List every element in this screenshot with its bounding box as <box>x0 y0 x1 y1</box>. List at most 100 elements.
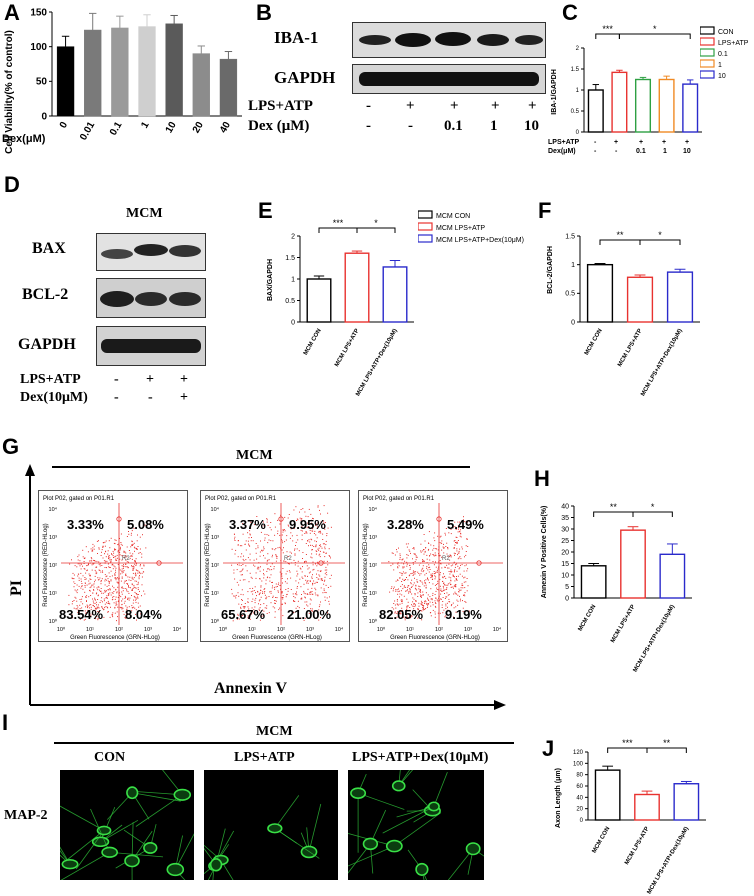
neuron-soma-2-5 <box>362 837 379 851</box>
chart-h-ylabel: Annexin V Positive Cells(%) <box>541 506 548 599</box>
facs-plot-canvas-0: Plot P02, gated on P01.R1 R2 3.33% 5.08% 83.… <box>43 496 183 641</box>
chartE-ytick-label-2: 1 <box>291 276 295 283</box>
neurite-2-1-0 <box>348 833 395 847</box>
micro-title-line <box>54 742 514 744</box>
chartH-ytick-label-7: 35 <box>561 515 569 522</box>
facs-ytick-0-3: 10³ <box>49 535 57 541</box>
legend-c: CON LPS+ATP 0.1 1 10 <box>700 26 749 80</box>
neuron-soma-0-0 <box>61 859 79 870</box>
chart-e: BAX/GAPDH 0 0.5 1 1.5 2 MCM CON MCM LPS+ATPMCM… <box>267 218 414 397</box>
neurite-0-6-0 <box>90 808 110 853</box>
blot-b-label-gapdh: GAPDH <box>274 68 336 87</box>
neurite-2-2-2 <box>472 848 484 857</box>
neurite-2-7-1 <box>396 806 434 818</box>
chartF-bar-1 <box>626 276 654 323</box>
legend-c-swatch-0 <box>700 26 715 35</box>
blot-d-r2-2: + <box>180 390 188 405</box>
neurite-2-4-1 <box>421 869 425 880</box>
panel-letter-a: A <box>4 0 20 25</box>
facs-ytick-0-0: 10⁰ <box>49 618 58 625</box>
neuron-soma-0-7 <box>126 786 139 800</box>
chartE-ytick-label-1: 0.5 <box>285 298 295 305</box>
neurite-2-7-0 <box>382 806 435 834</box>
facs-xtick-2-0: 10⁰ <box>377 626 386 633</box>
blot-d-row1-label: LPS+ATP <box>20 372 81 387</box>
blot-b-r2-1: - <box>408 118 413 134</box>
chart-e-ylabel: BAX/GAPDH <box>267 259 274 301</box>
facs-scatter-2 <box>388 516 470 621</box>
panel-letter-e: E <box>258 198 273 223</box>
chartC-bar-1 <box>611 71 628 133</box>
chartA-bar-5 <box>192 53 210 117</box>
chartC-sig-label-0: *** <box>602 24 613 34</box>
chart-a: Cell Viability(% of control) Dex(μM) 0 50… <box>2 7 242 154</box>
facs-xlabel-2: Green Fluorescence (GRN-HLog) <box>390 635 480 641</box>
chartA-bar-0 <box>56 46 75 117</box>
facs-xtick-2-2: 10² <box>435 627 443 633</box>
facs-xtick-0-1: 10¹ <box>86 627 94 633</box>
facs-xtick-1-1: 10¹ <box>248 627 256 633</box>
facs-scatter-0 <box>68 524 147 622</box>
legend-e-label-1: MCM LPS+ATP <box>436 225 485 232</box>
facs-ytick-1-1: 10¹ <box>211 591 219 597</box>
blot-d-r2-0: - <box>114 390 119 405</box>
chartE-cat-label-2: MCM LPS+ATP+Dex(10μM) <box>355 328 398 397</box>
chartH-sig-bracket-1 <box>632 511 673 517</box>
neurite-0-0-2 <box>60 846 71 865</box>
chartA-bar-4 <box>165 23 183 117</box>
facs-pct-ll-0: 83.54% <box>59 607 104 622</box>
neuron-soma-1-3 <box>267 823 283 834</box>
legend-e-label-0: MCM CON <box>436 213 470 220</box>
chartA-bar-2 <box>111 27 129 117</box>
neurite-0-2-2 <box>100 806 116 842</box>
chart-f-ylabel: BCL-2/GAPDH <box>547 246 554 294</box>
blot-d-row2-label: Dex(10μM) <box>20 390 88 405</box>
chartJ-sig-bracket-0 <box>607 747 648 753</box>
micro-image-con <box>60 770 194 880</box>
chartH-bar-1 <box>620 529 646 599</box>
neurite-0-3-1 <box>75 830 105 870</box>
neuron-soma-0-4 <box>143 841 158 854</box>
neurite-0-7-1 <box>132 792 181 802</box>
legend-c-label-2: 0.1 <box>718 51 728 58</box>
legend-c-swatch-3 <box>700 59 715 68</box>
chartF-cat-label-0: MCM CON <box>584 328 604 356</box>
chartJ-ytick-label-0: 0 <box>580 818 584 824</box>
panel-letter-f: F <box>538 198 552 223</box>
neurite-0-1-2 <box>162 770 183 796</box>
facs-plot-canvas-2: Plot P02, gated on P01.R1 R2 3.28% 5.49% 82.… <box>363 496 503 641</box>
legend-e-swatch-1 <box>418 222 433 231</box>
facs-pct-ul-1: 3.37% <box>229 517 266 532</box>
chartE-sig-label-1: * <box>374 218 378 228</box>
facs-x-arrowhead <box>494 700 506 710</box>
blot-b-r2-3: 1 <box>490 118 498 134</box>
facs-ytick-0-2: 10² <box>49 563 57 569</box>
facs-ylabel-1: Red Fluorescence (RED-HLog) <box>205 523 211 606</box>
facs-xtick-0-2: 10² <box>115 627 123 633</box>
micro-col2-label: LPS+ATP <box>234 750 295 765</box>
chartF-ytick-label-2: 1 <box>571 262 575 269</box>
facs-gate-label-1: R2 <box>284 556 292 562</box>
blot-b-r1-2: + <box>450 98 459 114</box>
blot-d-bax <box>96 233 206 271</box>
chartJ-sig-bracket-1 <box>646 747 687 753</box>
chartH-ytick-label-2: 10 <box>561 572 569 579</box>
blot-b-iba1-bands <box>359 32 543 47</box>
facs-handle-top-2 <box>436 516 442 522</box>
chartJ-bar-0 <box>594 769 621 821</box>
chart-a-plot: 0 50 100 150 0 0.01 0.1 1 10 20 40 <box>30 7 242 142</box>
chartH-sig-label-1: * <box>651 502 655 512</box>
chartF-bar-0 <box>586 263 614 323</box>
chartA-ytick-label-2: 100 <box>30 42 47 53</box>
chart-c-r2-3: 1 <box>663 148 667 155</box>
neuron-soma-0-3 <box>96 825 112 836</box>
chart-j-ylabel: Axon Length (μm) <box>555 768 562 828</box>
neurite-2-7-2 <box>433 772 448 807</box>
facs-pct-ur-0: 5.08% <box>127 517 164 532</box>
neurite-2-6-1 <box>398 770 414 787</box>
chart-c-plot: 00.511.52*** * <box>571 24 702 136</box>
chart-a-ylabel: Cell Viability(% of control) <box>4 30 15 154</box>
neurite-0-6-2 <box>60 851 110 880</box>
chart-c-r2-2: 0.1 <box>636 148 646 155</box>
